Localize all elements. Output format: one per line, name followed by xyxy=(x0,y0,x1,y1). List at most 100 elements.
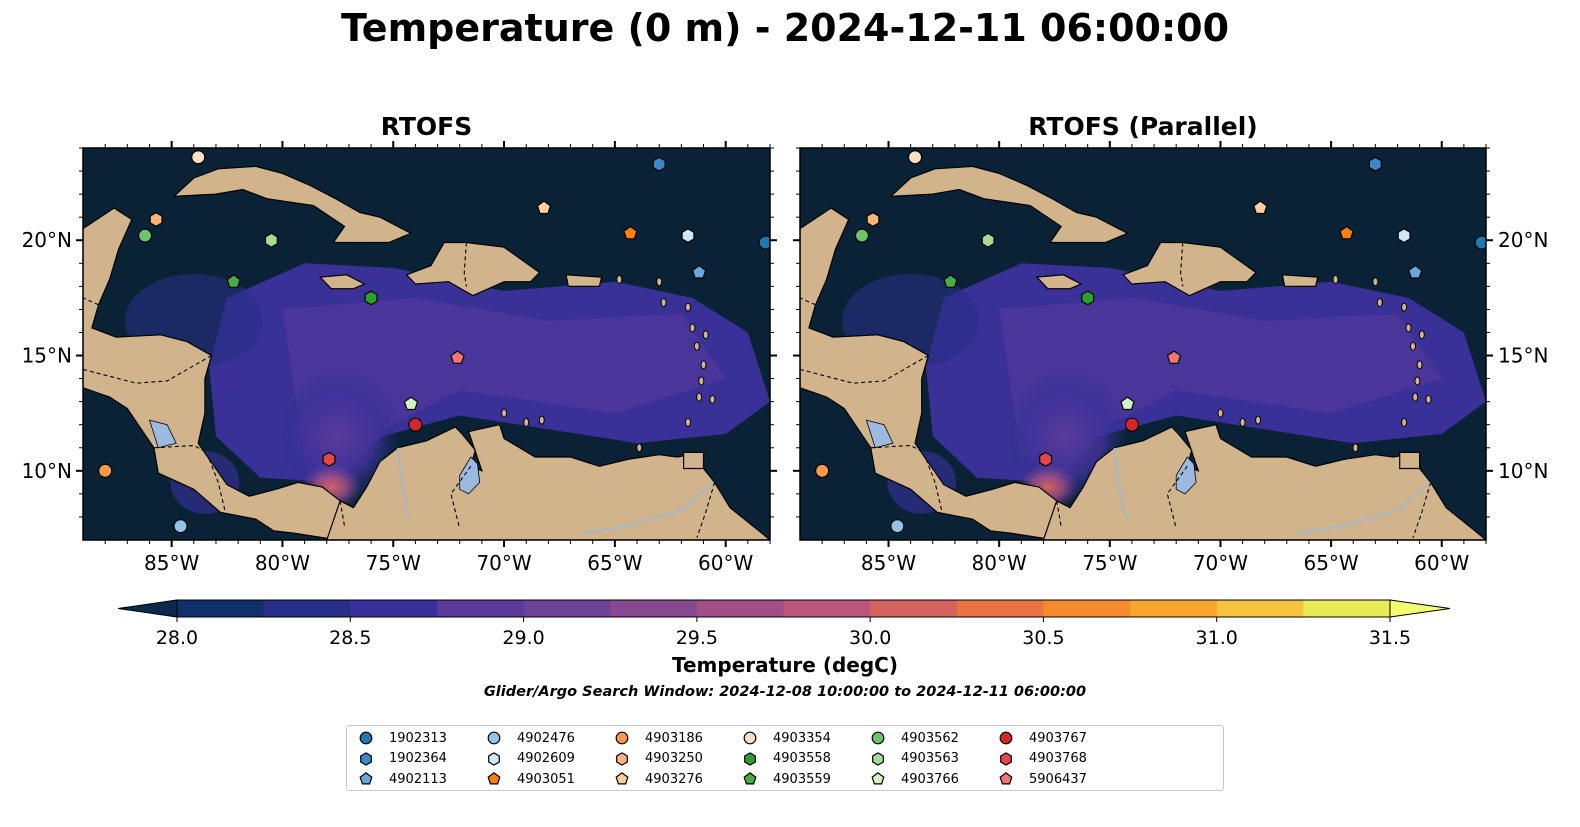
colorbar-segment xyxy=(523,600,611,617)
float-marker-4903766 xyxy=(403,396,419,411)
legend-marker-icon xyxy=(359,772,373,785)
country-border xyxy=(1412,482,1432,538)
island xyxy=(523,417,530,427)
island xyxy=(1405,323,1412,333)
land-mass xyxy=(565,274,603,287)
island xyxy=(689,323,696,333)
island xyxy=(1332,274,1339,284)
legend-marker-4903766 xyxy=(871,772,885,785)
legend-marker-4903276 xyxy=(615,772,629,785)
island xyxy=(696,392,703,402)
float-marker-4903250 xyxy=(149,212,163,227)
legend-marker-1902313 xyxy=(359,731,373,745)
legend-marker-icon xyxy=(615,731,629,745)
colorbar-extend-low xyxy=(117,599,178,618)
float-marker-4903051 xyxy=(623,225,638,240)
colorbar-tick-label: 28.5 xyxy=(329,627,371,649)
lat-tick-label: 20°N xyxy=(22,228,72,252)
legend-item-1902364: 1902364 xyxy=(357,750,447,768)
legend-label: 4903562 xyxy=(901,730,959,746)
legend-marker-4903767 xyxy=(999,731,1013,745)
lat-tick-label: 15°N xyxy=(1498,344,1548,368)
island xyxy=(702,330,709,340)
island xyxy=(656,277,663,287)
island xyxy=(1412,392,1419,402)
river xyxy=(1297,481,1432,534)
legend-marker-icon xyxy=(488,751,500,766)
map-frame xyxy=(799,147,1487,541)
legend-marker-icon xyxy=(360,751,372,766)
lon-tick-label: 65°W xyxy=(587,551,642,575)
float-marker-4903186 xyxy=(98,463,113,478)
country-border xyxy=(83,297,99,306)
island xyxy=(1401,417,1408,427)
colorbar-segment xyxy=(1216,600,1304,617)
lon-tick-label: 70°W xyxy=(476,551,531,575)
legend-item-4903558: 4903558 xyxy=(741,750,831,768)
colorbar-segment xyxy=(956,600,1045,617)
island xyxy=(660,297,667,307)
legend-item-1902313: 1902313 xyxy=(357,729,447,747)
legend-item-4903562: 4903562 xyxy=(869,729,959,747)
float-marker-4902609 xyxy=(1397,228,1411,244)
land-mass xyxy=(83,148,341,540)
legend-item-4903767: 4903767 xyxy=(997,729,1087,747)
island xyxy=(1401,302,1408,312)
island xyxy=(1416,360,1423,370)
country-border xyxy=(1180,242,1184,287)
lon-tick-label: 80°W xyxy=(255,551,310,575)
island xyxy=(685,302,692,312)
island xyxy=(1352,443,1359,453)
legend-item-4903250: 4903250 xyxy=(613,750,703,768)
legend-label: 4903354 xyxy=(773,730,831,746)
float-marker-5906437 xyxy=(1166,350,1182,364)
legend-item-4903563: 4903563 xyxy=(869,750,959,768)
lon-tick-label: 65°W xyxy=(1303,551,1358,575)
float-marker-4903768 xyxy=(1039,451,1053,467)
country-border xyxy=(1056,500,1062,527)
float-marker-4903563 xyxy=(981,232,995,248)
country-border xyxy=(450,465,472,529)
search-window-note: Glider/Argo Search Window: 2024-12-08 10… xyxy=(483,684,1087,700)
legend-marker-4903558 xyxy=(744,751,756,766)
island xyxy=(1217,408,1224,418)
legend-marker-icon xyxy=(359,731,373,745)
legend-label: 4903563 xyxy=(901,751,959,766)
country-border xyxy=(925,459,943,511)
river xyxy=(581,481,716,534)
legend-item-4903051: 4903051 xyxy=(485,770,575,788)
float-marker-4903250 xyxy=(866,212,880,227)
island xyxy=(1418,330,1425,340)
island xyxy=(636,443,643,453)
legend-label: 4902113 xyxy=(389,771,447,787)
lat-tick-label: 10°N xyxy=(22,459,72,483)
legend-marker-icon xyxy=(871,731,885,745)
legend-marker-icon xyxy=(743,731,757,745)
legend-item-4902609: 4902609 xyxy=(485,750,575,768)
lon-tick-label: 85°W xyxy=(861,551,916,575)
country-border xyxy=(1166,465,1188,529)
country-border xyxy=(208,459,226,511)
figure-title: Temperature (0 m) - 2024-12-11 06:00:00 xyxy=(340,6,1230,50)
colorbar-segment xyxy=(696,600,785,617)
land-mass xyxy=(1042,423,1486,540)
legend-marker-icon xyxy=(615,772,629,785)
lon-tick-label: 75°W xyxy=(1082,551,1137,575)
lat-tick-label: 15°N xyxy=(22,344,72,368)
legend-marker-icon xyxy=(1000,751,1012,766)
float-marker-5906437 xyxy=(450,350,465,364)
float-marker-4903766 xyxy=(1120,396,1135,411)
legend-marker-icon xyxy=(616,751,628,766)
colorbar-tick-label: 31.5 xyxy=(1369,627,1411,649)
lon-tick-label: 75°W xyxy=(366,551,421,575)
land-mass xyxy=(1122,241,1257,297)
legend-label: 4902476 xyxy=(517,730,575,746)
colorbar-tick-label: 30.5 xyxy=(1022,627,1064,649)
island xyxy=(1425,394,1432,404)
legend-item-4903276: 4903276 xyxy=(613,770,703,788)
float-marker-4902113 xyxy=(1407,264,1423,279)
legend-label: 4903276 xyxy=(645,771,703,787)
float-marker-1902313 xyxy=(1474,235,1486,250)
island xyxy=(1372,277,1379,287)
island xyxy=(1409,341,1416,351)
